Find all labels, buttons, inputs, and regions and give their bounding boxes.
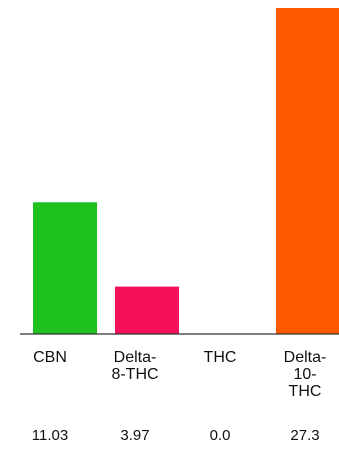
value-label-cbn: 11.03	[32, 427, 68, 444]
x-tick-label-delta-8-thc: Delta-8-THC	[111, 349, 158, 383]
value-labels: 11.03 3.97 0.0 27.3	[32, 427, 320, 444]
bars	[33, 8, 339, 334]
bar-delta-10-thc	[276, 8, 339, 334]
x-tick-label-delta-10-thc: Delta-10-THC	[284, 349, 327, 400]
value-label-delta-10-thc: 27.3	[290, 427, 319, 444]
value-label-delta-8-thc: 3.97	[120, 427, 149, 444]
value-label-thc: 0.0	[210, 427, 231, 444]
bar-delta-8-thc	[115, 286, 179, 334]
category-labels: CBN Delta-8-THC THC Delta-10-THC	[33, 349, 326, 400]
x-tick-label-cbn: CBN	[33, 349, 67, 366]
x-tick-label-thc: THC	[204, 349, 237, 366]
bar-cbn	[33, 202, 97, 334]
